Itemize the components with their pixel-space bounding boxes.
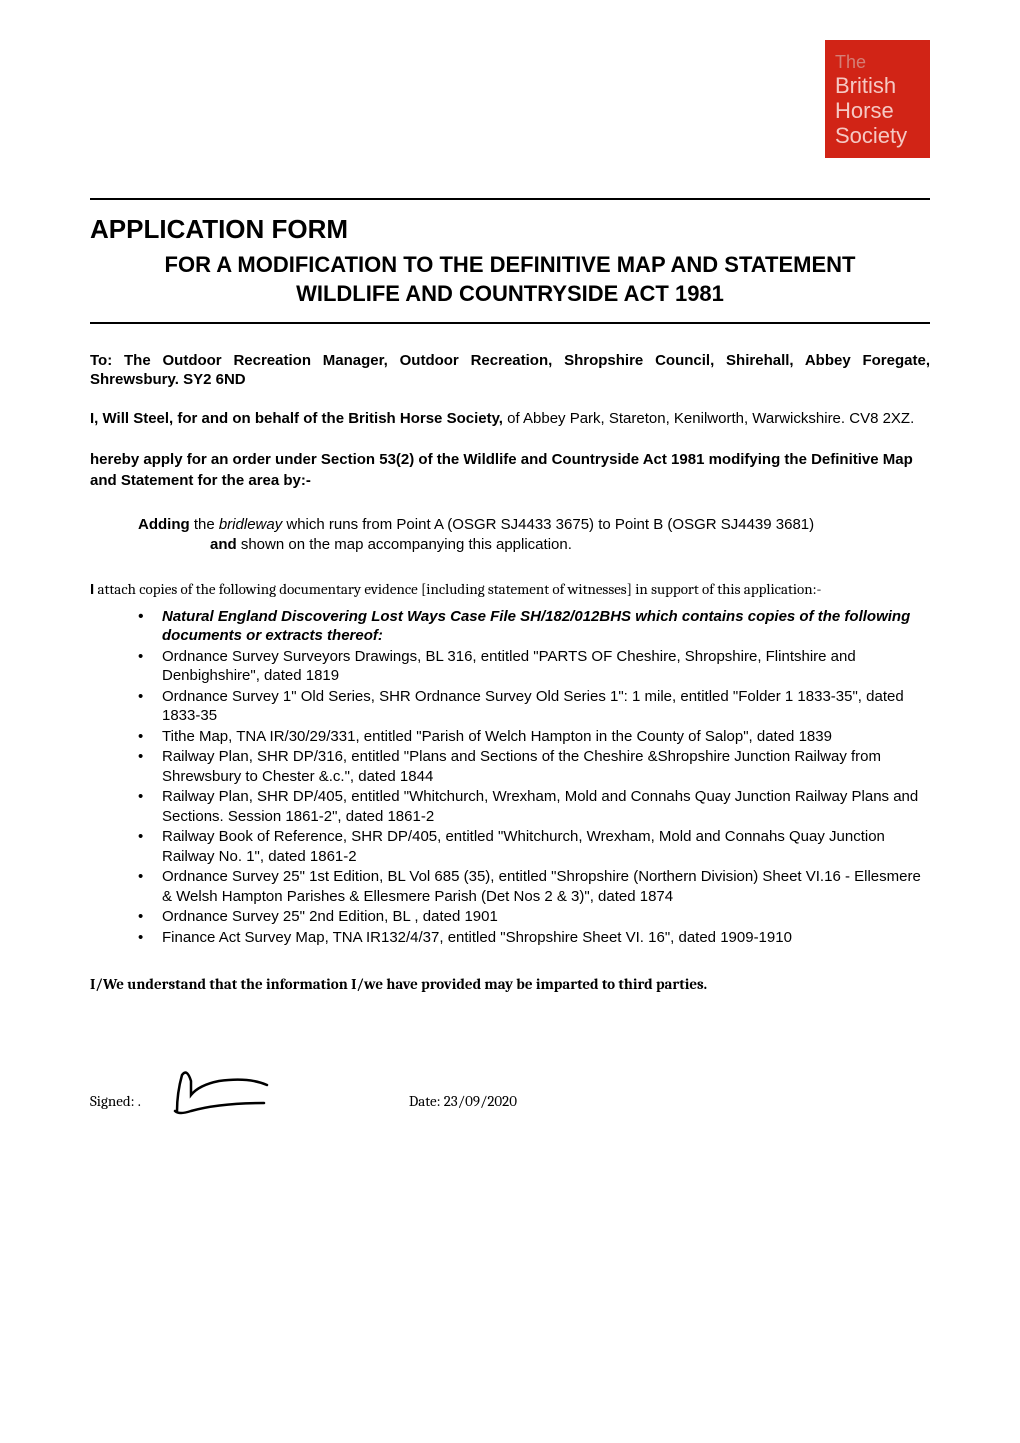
adding-mid1: the: [190, 516, 219, 533]
form-subtitle: FOR A MODIFICATION TO THE DEFINITIVE MAP…: [90, 251, 930, 308]
form-title: APPLICATION FORM: [90, 214, 930, 245]
adding-italic: bridleway: [219, 516, 282, 533]
adding-block: Adding the bridleway which runs from Poi…: [138, 515, 910, 556]
logo-line-2: British: [835, 73, 920, 98]
evidence-item: Railway Plan, SHR DP/405, entitled "Whit…: [138, 787, 930, 826]
evidence-item: Railway Book of Reference, SHR DP/405, e…: [138, 827, 930, 866]
signature-row: Signed: . Date: 23/09/2020: [90, 1063, 930, 1118]
attach-intro: I attach copies of the following documen…: [90, 579, 930, 600]
adding-tail: shown on the map accompanying this appli…: [237, 536, 572, 553]
evidence-item: Railway Plan, SHR DP/316, entitled "Plan…: [138, 747, 930, 786]
attach-rest: attach copies of the following documenta…: [94, 580, 821, 598]
logo-container: The British Horse Society: [90, 40, 930, 158]
divider-bottom: [90, 322, 930, 324]
applicant-rest: of Abbey Park, Stareton, Kenilworth, War…: [503, 410, 914, 427]
evidence-item: Ordnance Survey 25" 2nd Edition, BL , da…: [138, 907, 930, 927]
logo-line-4: Society: [835, 123, 920, 148]
addressee: To: The Outdoor Recreation Manager, Outd…: [90, 352, 930, 390]
logo-line-3: Horse: [835, 98, 920, 123]
adding-mid2: which runs from Point A (OSGR SJ4433 367…: [282, 516, 814, 533]
imparted-notice: I/We understand that the information I/w…: [90, 975, 930, 993]
bhs-logo: The British Horse Society: [825, 40, 930, 158]
evidence-item: Ordnance Survey Surveyors Drawings, BL 3…: [138, 647, 930, 686]
evidence-item: Ordnance Survey 25" 1st Edition, BL Vol …: [138, 867, 930, 906]
applicant-line: I, Will Steel, for and on behalf of the …: [90, 410, 930, 429]
evidence-item: Natural England Discovering Lost Ways Ca…: [138, 607, 930, 646]
evidence-item: Finance Act Survey Map, TNA IR132/4/37, …: [138, 928, 930, 948]
adding-bold2: and: [210, 536, 237, 553]
signed-label: Signed: .: [90, 1092, 141, 1110]
divider-top: [90, 198, 930, 200]
evidence-item: Tithe Map, TNA IR/30/29/331, entitled "P…: [138, 727, 930, 747]
apply-clause: hereby apply for an order under Section …: [90, 450, 930, 491]
date-label: Date: 23/09/2020: [409, 1092, 517, 1110]
signature-mark: [149, 1063, 279, 1118]
adding-bold1: Adding: [138, 516, 190, 533]
logo-line-1: The: [835, 52, 920, 73]
evidence-list: Natural England Discovering Lost Ways Ca…: [90, 607, 930, 948]
applicant-bold: I, Will Steel, for and on behalf of the …: [90, 410, 503, 427]
evidence-item: Ordnance Survey 1" Old Series, SHR Ordna…: [138, 687, 930, 726]
